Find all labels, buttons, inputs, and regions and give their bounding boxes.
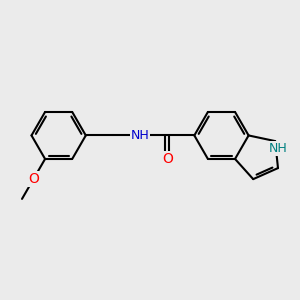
Text: O: O <box>28 172 39 186</box>
Text: NH: NH <box>268 142 287 154</box>
Text: O: O <box>162 152 172 166</box>
Text: NH: NH <box>131 130 149 142</box>
